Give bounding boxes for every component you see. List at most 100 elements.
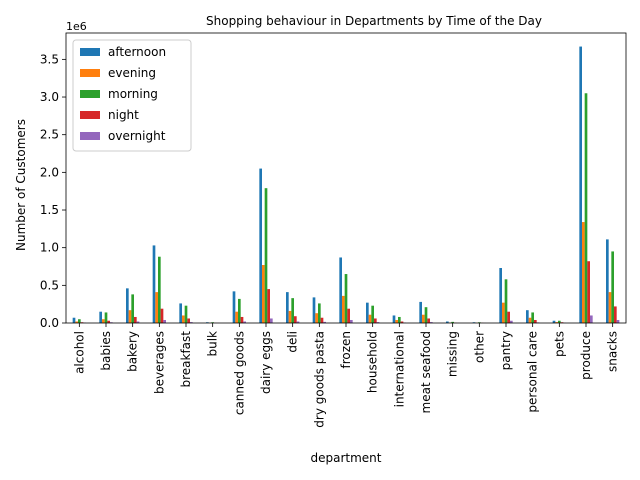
bar-overnight-breakfast xyxy=(190,322,193,323)
y-offset-label: 1e6 xyxy=(66,20,87,33)
bar-afternoon-deli xyxy=(286,292,289,323)
legend-box xyxy=(72,39,192,152)
bar-evening-bakery xyxy=(128,310,132,323)
legend-label-afternoon: afternoon xyxy=(108,45,166,59)
bar-night-personal-care xyxy=(534,319,537,323)
bar-overnight-frozen xyxy=(350,319,353,323)
bar-afternoon-meat-seafood xyxy=(419,301,422,323)
x-tick-label: personal care xyxy=(526,331,540,413)
bar-evening-household xyxy=(368,314,372,323)
bar-night-produce xyxy=(587,261,590,323)
plot-area xyxy=(65,32,627,324)
bar-evening-pantry xyxy=(502,302,505,323)
bar-night-meat-seafood xyxy=(427,318,430,323)
bar-overnight-dry-goods-pasta xyxy=(323,321,326,323)
bar-overnight-produce xyxy=(590,315,593,323)
bar-night-breakfast xyxy=(187,318,190,323)
legend: afternoon evening morning night overnight xyxy=(72,39,192,152)
bar-evening-frozen xyxy=(342,295,345,323)
legend-swatch-night xyxy=(80,111,100,119)
x-tick-label: breakfast xyxy=(179,331,193,388)
y-tick-label: 1.5 xyxy=(40,203,59,217)
x-tick-label: household xyxy=(366,331,380,393)
bar-evening-meat-seafood xyxy=(422,314,425,323)
bar-overnight-meat-seafood xyxy=(430,322,433,323)
x-tick-label: pets xyxy=(552,331,566,357)
legend-swatch-overnight xyxy=(80,132,100,140)
x-tick-label: produce xyxy=(579,331,593,380)
x-tick-label: meat seafood xyxy=(419,331,433,413)
bar-morning-pantry xyxy=(504,279,508,323)
bar-morning-personal-care xyxy=(531,312,534,323)
legend-label-morning: morning xyxy=(108,87,158,101)
y-axis: 0.0 0.5 1.0 1.5 2.0 2.5 3.0 3.5 xyxy=(40,52,66,330)
bar-afternoon-snacks xyxy=(606,239,609,323)
bar-evening-produce xyxy=(582,222,585,323)
bar-morning-missing xyxy=(451,321,454,323)
y-tick-label: 3.5 xyxy=(40,52,59,66)
bar-night-babies xyxy=(107,320,110,323)
bar-evening-international xyxy=(395,319,398,323)
bar-overnight-dairy-eggs xyxy=(270,318,273,323)
x-axis: alcohol babies bakery beverages breakfast bul… xyxy=(72,323,620,428)
x-tick-label: deli xyxy=(286,331,300,353)
bar-evening-personal-care xyxy=(528,317,532,323)
bar-evening-deli xyxy=(288,310,292,323)
bar-evening-canned-goods xyxy=(235,311,238,323)
legend-swatch-afternoon xyxy=(80,48,100,56)
bar-evening-dry-goods-pasta xyxy=(315,313,318,323)
bar-afternoon-household xyxy=(366,302,369,323)
bar-overnight-household xyxy=(376,322,380,323)
bar-afternoon-alcohol xyxy=(72,317,76,323)
y-tick-label: 0.0 xyxy=(40,316,59,330)
bar-evening-breakfast xyxy=(182,315,185,323)
bar-morning-pets xyxy=(558,320,561,323)
bar-afternoon-frozen xyxy=(339,257,342,323)
x-axis-label: department xyxy=(311,451,382,465)
bar-morning-produce xyxy=(584,93,588,323)
y-tick-label: 3.0 xyxy=(40,90,59,104)
bar-afternoon-international xyxy=(392,315,396,323)
x-tick-label: beverages xyxy=(152,331,166,394)
bar-night-dry-goods-pasta xyxy=(320,317,324,323)
bar-night-canned-goods xyxy=(240,316,244,323)
legend-label-evening: evening xyxy=(108,66,156,80)
bar-night-snacks xyxy=(614,306,617,323)
legend-swatch-evening xyxy=(80,69,100,77)
bar-morning-canned-goods xyxy=(238,298,241,323)
bar-morning-household xyxy=(371,305,374,323)
bar-morning-babies xyxy=(104,312,108,323)
bar-morning-frozen xyxy=(344,274,348,323)
y-axis-label: Number of Customers xyxy=(14,119,28,251)
bar-morning-deli xyxy=(291,298,294,323)
bar-evening-beverages xyxy=(155,292,158,323)
bar-evening-babies xyxy=(102,319,105,323)
y-tick-label: 2.0 xyxy=(40,165,59,179)
bar-night-frozen xyxy=(347,308,350,323)
bar-afternoon-pantry xyxy=(499,268,502,323)
bar-morning-beverages xyxy=(158,256,161,323)
x-tick-label: frozen xyxy=(339,331,353,369)
x-tick-label: canned goods xyxy=(232,331,246,415)
bar-overnight-deli xyxy=(296,321,300,323)
bar-night-deli xyxy=(294,316,297,323)
bar-morning-dry-goods-pasta xyxy=(318,303,321,323)
bar-afternoon-bakery xyxy=(126,288,129,323)
bar-night-household xyxy=(374,318,377,323)
bar-evening-dairy-eggs xyxy=(262,265,265,323)
bar-afternoon-dry-goods-pasta xyxy=(312,297,316,323)
x-tick-label: dairy eggs xyxy=(259,331,273,394)
bar-afternoon-canned-goods xyxy=(232,291,236,323)
bar-afternoon-pets xyxy=(552,320,556,323)
bar-morning-bakery xyxy=(131,294,134,323)
bar-morning-snacks xyxy=(611,251,614,323)
x-tick-label: missing xyxy=(446,331,460,377)
bar-night-international xyxy=(400,321,404,323)
bar-night-pantry xyxy=(507,311,510,323)
y-tick-label: 1.0 xyxy=(40,241,59,255)
bar-morning-breakfast xyxy=(184,305,188,323)
y-tick-label: 0.5 xyxy=(40,278,59,292)
chart-title: Shopping behaviour in Departments by Tim… xyxy=(206,14,542,28)
